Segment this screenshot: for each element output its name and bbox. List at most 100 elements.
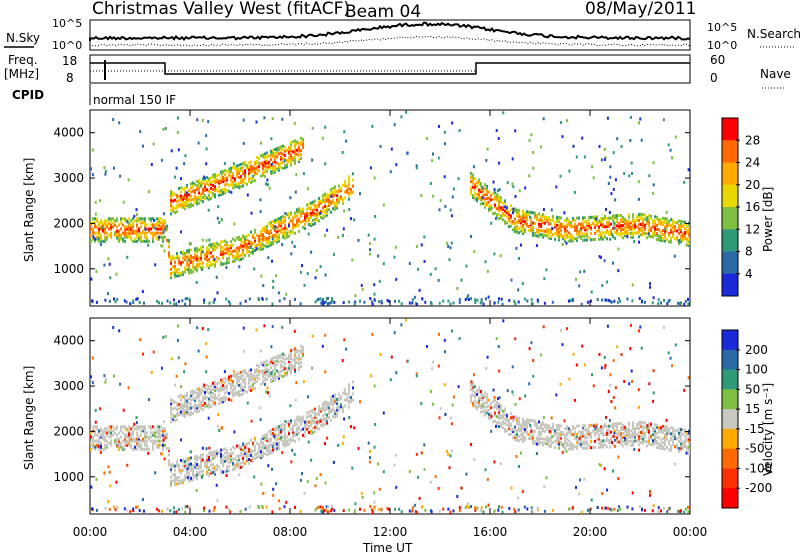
- data-cell: [542, 437, 544, 441]
- data-cell: [481, 394, 484, 398]
- data-cell: [642, 433, 644, 437]
- data-cell: [500, 404, 502, 408]
- data-cell: [616, 426, 618, 430]
- data-cell: [660, 442, 662, 446]
- data-cell: [522, 437, 524, 441]
- freq-frame: [89, 54, 691, 84]
- data-cell: [494, 203, 496, 207]
- data-cell: [326, 407, 328, 411]
- data-cell: [498, 402, 500, 406]
- data-cell: [278, 431, 280, 435]
- data-cell: [352, 172, 354, 176]
- data-cell: [166, 238, 168, 242]
- data-cell: [628, 433, 630, 437]
- data-cell: [224, 399, 226, 403]
- data-cell: [128, 429, 130, 433]
- data-cell: [270, 151, 272, 155]
- data-cell: [514, 433, 516, 437]
- data-cell: [274, 156, 276, 160]
- data-cell: [282, 375, 284, 378]
- data-cell: [214, 246, 216, 250]
- data-cell: [680, 228, 682, 232]
- data-cell: [600, 219, 602, 223]
- data-cell: [472, 404, 474, 407]
- data-cell: [226, 459, 228, 463]
- data-cell: [214, 387, 216, 391]
- data-cell: [632, 423, 634, 427]
- data-cell: [204, 183, 206, 186]
- data-cell: [536, 234, 538, 238]
- data-cell: [172, 191, 174, 195]
- data-cell: [174, 483, 176, 486]
- data-cell: [181, 299, 184, 303]
- data-cell: [200, 182, 202, 186]
- data-cell: [630, 227, 632, 231]
- data-cell: [178, 413, 180, 417]
- data-cell: [470, 186, 472, 190]
- data-cell: [636, 225, 638, 229]
- data-cell: [316, 218, 318, 222]
- data-cell: [258, 239, 260, 242]
- data-cell: [180, 469, 182, 473]
- data-cell: [664, 425, 666, 429]
- data-cell: [548, 230, 550, 234]
- data-cell: [576, 224, 578, 228]
- data-cell: [320, 407, 322, 411]
- data-cell: [608, 424, 610, 428]
- data-cell: [518, 210, 520, 214]
- data-cell: [484, 260, 487, 264]
- data-cell: [649, 490, 651, 494]
- data-cell: [134, 447, 136, 451]
- data-cell: [284, 444, 286, 448]
- data-cell: [566, 433, 568, 437]
- data-cell: [240, 177, 242, 181]
- data-cell: [612, 261, 614, 265]
- data-cell: [282, 360, 284, 364]
- data-cell: [248, 373, 250, 377]
- data-cell: [170, 194, 172, 198]
- data-cell: [610, 222, 612, 226]
- data-cell: [606, 424, 608, 428]
- data-cell: [481, 404, 484, 408]
- data-cell: [678, 227, 680, 231]
- data-cell: [476, 184, 478, 188]
- data-cell: [522, 435, 524, 439]
- data-cell: [520, 229, 522, 233]
- data-cell: [636, 423, 638, 426]
- data-cell: [102, 447, 104, 451]
- data-cell: [616, 216, 618, 220]
- data-cell: [192, 391, 194, 395]
- data-cell: [123, 299, 126, 303]
- data-cell: [282, 429, 284, 433]
- data-cell: [232, 237, 234, 241]
- data-cell: [260, 446, 262, 449]
- data-cell: [94, 429, 96, 433]
- data-cell: [162, 221, 164, 225]
- data-cell: [260, 246, 262, 250]
- data-cell: [322, 198, 324, 202]
- data-cell: [168, 253, 170, 257]
- data-cell: [342, 391, 344, 395]
- data-cell: [278, 427, 280, 431]
- data-cell: [260, 162, 262, 166]
- data-cell: [146, 231, 148, 235]
- data-cell: [308, 216, 310, 220]
- data-cell: [116, 439, 118, 443]
- data-cell: [650, 436, 652, 440]
- data-cell: [290, 252, 293, 256]
- data-cell: [156, 443, 158, 447]
- data-cell: [516, 428, 518, 432]
- data-cell: [144, 429, 146, 433]
- data-cell: [688, 229, 690, 233]
- data-cell: [238, 238, 240, 241]
- data-cell: [516, 438, 518, 442]
- data-cell: [530, 229, 532, 233]
- data-cell: [292, 366, 294, 370]
- data-cell: [540, 233, 542, 237]
- data-cell: [622, 432, 624, 436]
- data-cell: [578, 222, 580, 226]
- data-cell: [550, 445, 552, 448]
- data-cell: [266, 369, 268, 373]
- data-cell: [184, 194, 186, 198]
- data-cell: [220, 240, 222, 244]
